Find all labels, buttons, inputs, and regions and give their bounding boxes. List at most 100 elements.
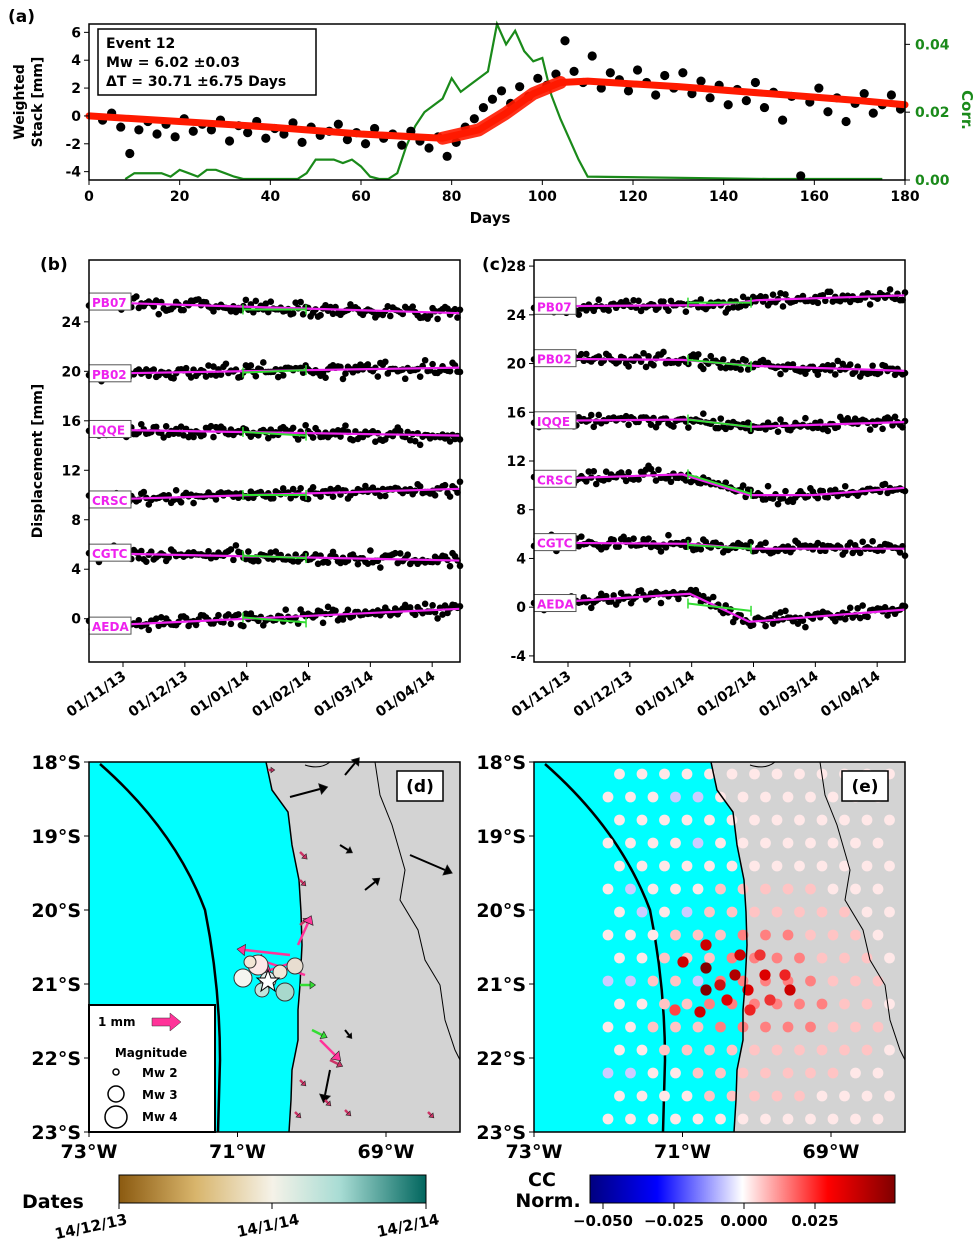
data-point — [647, 421, 655, 428]
data-point — [342, 422, 349, 429]
data-point — [232, 542, 240, 549]
x-tick-label: 80 — [442, 189, 462, 205]
data-point — [177, 423, 185, 431]
lat-label: 18°S — [476, 752, 526, 774]
x-tick-label: 0 — [84, 189, 94, 205]
cc-dot — [872, 1113, 884, 1125]
cc-dot — [704, 1044, 715, 1056]
data-point — [431, 492, 439, 499]
data-point — [317, 311, 324, 319]
data-point — [162, 423, 170, 430]
data-point — [652, 477, 660, 484]
dates-tick-2: 14/1/14 — [235, 1210, 301, 1241]
data-point — [864, 613, 871, 621]
data-point — [372, 438, 379, 446]
data-point — [602, 468, 610, 475]
cc-dot — [884, 814, 895, 826]
x-tick-label: 01/02/14 — [694, 668, 760, 721]
data-point — [227, 546, 235, 553]
data-point — [896, 549, 904, 556]
cc-dot — [602, 883, 614, 895]
cc-dot-strong — [669, 1004, 681, 1016]
data-point — [434, 615, 441, 622]
cc-dot — [839, 1090, 850, 1102]
station-label: CGTC — [92, 547, 128, 561]
data-point — [369, 427, 377, 435]
cc-dot — [827, 883, 839, 895]
data-point — [650, 361, 657, 369]
legend-arrow — [151, 1012, 182, 1032]
displacement-arrow — [244, 948, 291, 957]
data-point — [227, 620, 235, 628]
data-point — [446, 438, 454, 445]
data-point — [212, 372, 220, 379]
x-tick-label: 01/01/14 — [633, 668, 699, 721]
cc-dot — [884, 998, 895, 1010]
stack-point — [515, 82, 525, 92]
cc-dot — [816, 952, 828, 964]
data-point — [722, 479, 730, 486]
cc-dot-strong — [700, 984, 712, 996]
data-point — [846, 604, 854, 612]
data-point — [610, 592, 617, 599]
data-point — [846, 298, 854, 306]
data-point — [829, 362, 837, 369]
y-tick-label: 4 — [516, 551, 526, 567]
data-point — [182, 614, 190, 622]
data-point — [416, 441, 424, 449]
data-point — [799, 617, 807, 624]
x-tick-label: 40 — [261, 189, 281, 205]
stack-point — [370, 123, 380, 134]
cc-dot — [726, 768, 738, 780]
data-point — [454, 489, 461, 496]
data-point — [846, 539, 854, 546]
cc-dot — [726, 1090, 738, 1102]
arrow-head — [295, 1112, 302, 1119]
cc-dot — [805, 883, 816, 895]
data-point — [227, 307, 235, 315]
stack-point — [342, 135, 352, 145]
cc-dot — [816, 906, 828, 918]
data-point — [157, 614, 165, 621]
data-point — [327, 485, 334, 493]
displacement-arrow — [294, 1111, 299, 1116]
y-tick-label: -4 — [65, 165, 81, 181]
panel-e-xticks: 73°W 71°W 69°W — [506, 1132, 859, 1163]
cc-dot — [670, 1113, 681, 1125]
stack-point — [859, 89, 869, 99]
cc-dot-strong — [700, 939, 712, 951]
cc-dot-strong — [744, 1004, 756, 1016]
cc-dot — [782, 883, 794, 895]
cc-dot — [614, 906, 625, 918]
data-point — [446, 493, 454, 500]
stack-point — [297, 137, 307, 147]
data-point — [255, 557, 262, 565]
cc-dot — [805, 1021, 816, 1033]
cc-dot — [715, 837, 726, 849]
stack-point — [796, 171, 806, 181]
panel-b-xticks: 01/11/1301/12/1301/01/1401/02/1401/03/14… — [64, 662, 439, 721]
data-point — [155, 310, 163, 318]
cc-dot — [692, 837, 704, 849]
cc-dot — [625, 837, 636, 849]
data-point — [319, 369, 327, 377]
mainshock-star — [255, 968, 281, 993]
data-point — [891, 371, 899, 379]
data-point — [610, 536, 617, 544]
data-point — [822, 297, 829, 305]
data-point — [779, 494, 787, 502]
data-point — [602, 592, 610, 600]
data-point — [762, 622, 769, 630]
legend-circle-mw4 — [104, 1105, 128, 1129]
arrow-head — [442, 864, 453, 876]
data-point — [142, 558, 150, 565]
data-point — [137, 420, 145, 428]
data-point — [587, 411, 595, 419]
x-tick-label: 20 — [170, 189, 190, 205]
data-point — [382, 358, 389, 366]
data-point — [617, 589, 625, 597]
x-tick-label: 01/03/14 — [756, 668, 822, 721]
arrow-head — [300, 1080, 307, 1087]
cc-dot — [670, 791, 681, 803]
data-point — [299, 311, 307, 318]
